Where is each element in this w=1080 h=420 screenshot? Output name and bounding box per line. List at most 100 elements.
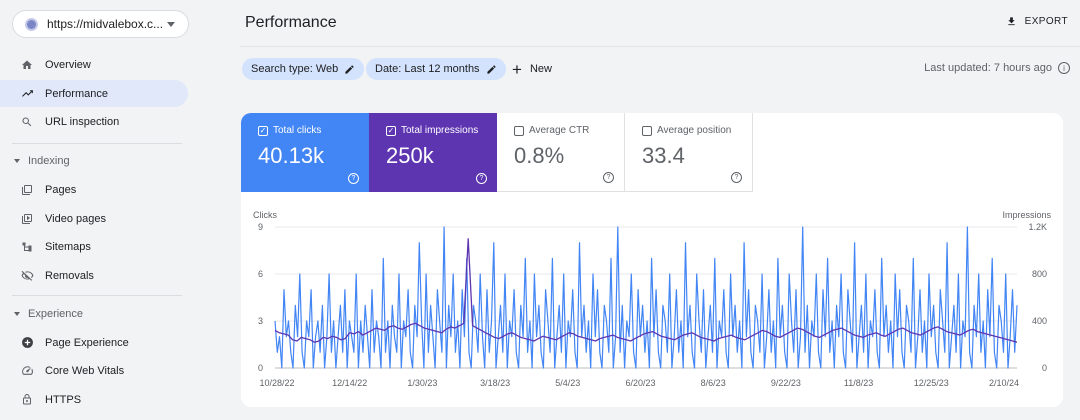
info-icon[interactable]: i — [1058, 62, 1070, 74]
sidebar-item-url-inspection[interactable]: URL inspection — [0, 108, 188, 135]
last-updated: Last updated: 7 hours ago i — [924, 62, 1070, 74]
sidebar-item-label: Removals — [45, 269, 94, 282]
sidebar-item-performance[interactable]: Performance — [0, 80, 188, 107]
globe-icon — [25, 17, 38, 31]
metric-average-position[interactable]: Average position 33.4 ? — [625, 113, 753, 192]
speed-icon — [20, 364, 34, 378]
sidebar-item-label: HTTPS — [45, 393, 82, 406]
sidebar-item-label: Pages — [45, 183, 77, 196]
metric-label: Average position — [657, 125, 732, 136]
video-pages-icon — [20, 212, 34, 226]
lock-icon — [20, 393, 34, 407]
sidebar-item-label: Core Web Vitals — [45, 364, 125, 377]
caret-down-icon — [167, 21, 175, 27]
new-filter-button[interactable]: + New — [512, 58, 552, 80]
metric-total-clicks[interactable]: ✓ Total clicks 40.13k ? — [241, 113, 369, 192]
y2-tick-label: 400 — [1032, 316, 1047, 326]
metric-value: 40.13k — [258, 143, 325, 168]
download-icon — [1007, 17, 1015, 26]
x-tick-label: 9/22/23 — [771, 378, 801, 388]
help-icon[interactable]: ? — [731, 172, 742, 183]
add-circle-icon — [20, 336, 34, 350]
home-icon — [20, 58, 34, 72]
section-title: Indexing — [28, 155, 70, 167]
y2-tick-label: 1.2K — [1028, 222, 1047, 232]
property-url: https://midvalebox.c... — [47, 17, 164, 31]
y-tick-label: 3 — [258, 316, 263, 326]
metric-value: 0.8% — [514, 143, 565, 168]
collapse-icon — [14, 159, 20, 163]
collapse-icon — [14, 312, 20, 316]
metric-label: Average CTR — [529, 125, 590, 136]
search-icon — [20, 115, 34, 129]
y-tick-label: 0 — [258, 363, 263, 373]
clicks-series-line — [274, 226, 1018, 369]
page-title: Performance — [245, 14, 337, 31]
section-title: Experience — [28, 308, 84, 320]
sidebar-item-https[interactable]: HTTPS — [0, 386, 188, 413]
sidebar: https://midvalebox.c... Overview Perform… — [0, 0, 200, 420]
pages-icon — [20, 183, 34, 197]
visibility-off-icon — [20, 269, 34, 283]
sidebar-item-removals[interactable]: Removals — [0, 262, 188, 289]
metric-value: 33.4 — [642, 143, 685, 168]
checkbox-unchecked-icon[interactable] — [514, 125, 524, 136]
x-tick-label: 11/8/23 — [844, 378, 873, 388]
performance-chart: Clicks Impressions 9 1.2K 6 800 3 400 0 0 10/28/22… — [253, 210, 1052, 388]
property-selector[interactable]: https://midvalebox.c... — [12, 10, 189, 38]
sidebar-item-pages[interactable]: Pages — [0, 176, 188, 203]
sidebar-item-core-web-vitals[interactable]: Core Web Vitals — [0, 357, 188, 384]
right-axis-title: Impressions — [1002, 210, 1051, 220]
sitemap-icon — [20, 240, 34, 254]
edit-icon — [345, 64, 354, 74]
chip-label: Search type: Web — [251, 63, 339, 75]
export-label: EXPORT — [1024, 16, 1068, 27]
divider — [12, 295, 182, 296]
sidebar-item-video-pages[interactable]: Video pages — [0, 205, 188, 232]
divider — [12, 143, 182, 144]
sidebar-item-overview[interactable]: Overview — [0, 51, 188, 78]
metric-total-impressions[interactable]: ✓ Total impressions 250k ? — [369, 113, 497, 192]
y2-tick-label: 800 — [1032, 269, 1047, 279]
help-icon[interactable]: ? — [603, 172, 614, 183]
impressions-series-line — [274, 238, 1018, 343]
header-divider — [240, 46, 1080, 47]
date-filter[interactable]: Date: Last 12 months — [366, 58, 506, 80]
sidebar-item-sitemaps[interactable]: Sitemaps — [0, 233, 188, 260]
metric-average-ctr[interactable]: Average CTR 0.8% ? — [497, 113, 625, 192]
performance-card: ✓ Total clicks 40.13k ? ✓ Total impression… — [241, 113, 1063, 407]
x-tick-label: 5/4/23 — [555, 378, 580, 388]
x-tick-label: 12/14/22 — [332, 378, 367, 388]
y2-tick-label: 0 — [1042, 363, 1047, 373]
export-button[interactable]: EXPORT — [1006, 15, 1068, 28]
y-tick-label: 6 — [258, 269, 263, 279]
search-type-filter[interactable]: Search type: Web — [242, 58, 365, 80]
y-tick-label: 9 — [258, 222, 263, 232]
x-tick-label: 8/6/23 — [701, 378, 726, 388]
x-tick-label: 10/28/22 — [259, 378, 294, 388]
x-tick-label: 2/10/24 — [989, 378, 1019, 388]
help-icon[interactable]: ? — [348, 173, 359, 184]
x-tick-label: 12/25/23 — [914, 378, 949, 388]
plus-icon: + — [512, 59, 522, 79]
metric-value: 250k — [386, 143, 434, 168]
sidebar-item-label: Page Experience — [45, 336, 129, 349]
checkbox-checked-icon[interactable]: ✓ — [386, 125, 396, 136]
section-experience[interactable]: Experience — [0, 303, 188, 325]
sidebar-item-label: URL inspection — [45, 115, 120, 128]
new-label: New — [529, 63, 552, 75]
checkbox-checked-icon[interactable]: ✓ — [258, 125, 268, 136]
sidebar-item-label: Sitemaps — [45, 240, 91, 253]
trending-up-icon — [20, 87, 34, 101]
section-indexing[interactable]: Indexing — [0, 150, 188, 172]
checkbox-unchecked-icon[interactable] — [642, 125, 652, 136]
x-tick-label: 1/30/23 — [407, 378, 437, 388]
sidebar-item-page-experience[interactable]: Page Experience — [0, 329, 188, 356]
left-axis-title: Clicks — [253, 210, 277, 220]
sidebar-item-label: Performance — [45, 87, 108, 100]
metric-label: Total impressions — [401, 125, 479, 136]
edit-icon — [486, 64, 496, 74]
x-tick-label: 3/18/23 — [480, 378, 510, 388]
chip-label: Date: Last 12 months — [375, 63, 480, 75]
help-icon[interactable]: ? — [476, 173, 487, 184]
